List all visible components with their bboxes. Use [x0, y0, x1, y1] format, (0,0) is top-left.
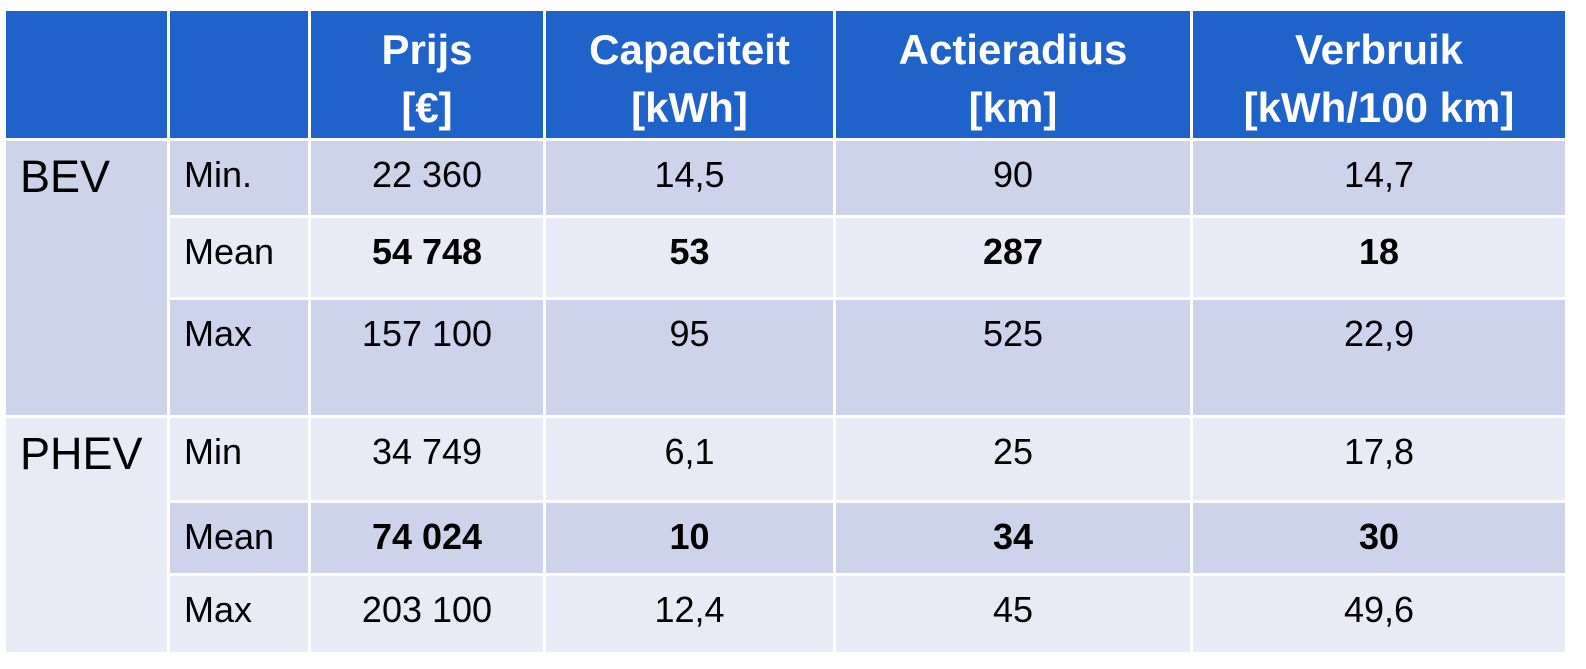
value-cell: 17,8	[1190, 415, 1568, 503]
value-cell: 30	[1190, 500, 1568, 576]
column-name: Verbruik	[1294, 26, 1464, 73]
row-label: Mean	[167, 215, 311, 300]
value-cell: 53	[543, 215, 836, 300]
column-unit: [km]	[968, 84, 1058, 131]
table-row: PHEV Min 34 749 6,1 25 17,8	[3, 415, 1568, 655]
value-cell: 14,7	[1190, 138, 1568, 218]
value-cell: 6,1	[543, 415, 836, 503]
value-cell: 49,6	[1190, 573, 1568, 655]
header-cell: Prijs [€]	[308, 8, 546, 141]
value-cell: 95	[543, 297, 836, 418]
column-name: Prijs	[381, 26, 473, 73]
header-cell: Verbruik [kWh/100 km]	[1190, 8, 1568, 141]
row-label: Min	[167, 415, 311, 503]
table-row: Mean 74 024 10 34 30	[5, 500, 1568, 576]
row-label: Mean	[167, 500, 311, 576]
value-cell: 18	[1190, 215, 1568, 300]
table-row: Max 203 100 12,4 45 49,6	[5, 573, 1568, 655]
value-cell: 525	[833, 297, 1193, 418]
value-cell: 22,9	[1190, 297, 1568, 418]
value-cell: 90	[833, 138, 1193, 218]
value-cell: 25	[833, 415, 1193, 503]
value-cell: 10	[543, 500, 836, 576]
row-label: Max	[167, 573, 311, 655]
group-label: BEV	[3, 138, 170, 418]
row-label: Max	[167, 297, 311, 418]
column-unit: [kWh]	[631, 84, 748, 131]
table-row: Max 157 100 95 525 22,9	[5, 297, 1568, 418]
value-cell: 203 100	[308, 573, 546, 655]
value-cell: 54 748	[308, 215, 546, 300]
column-name: Capaciteit	[589, 26, 790, 73]
table-row: BEV Min. 22 360 14,5 90 14,7	[3, 138, 1568, 418]
value-cell: 157 100	[308, 297, 546, 418]
column-unit: [€]	[401, 84, 453, 131]
row-label: Min.	[167, 138, 311, 218]
value-cell: 287	[833, 215, 1193, 300]
value-cell: 22 360	[308, 138, 546, 218]
header-empty-cell	[167, 8, 311, 141]
value-cell: 34 749	[308, 415, 546, 503]
group-label: PHEV	[3, 415, 170, 655]
header-row: Prijs [€] Capaciteit [kWh] Actieradius [km] Ve…	[3, 8, 1568, 141]
column-name: Actieradius	[898, 26, 1128, 73]
table-row: Mean 54 748 53 287 18	[5, 215, 1568, 300]
value-cell: 34	[833, 500, 1193, 576]
value-cell: 45	[833, 573, 1193, 655]
value-cell: 74 024	[308, 500, 546, 576]
data-table: Prijs [€] Capaciteit [kWh] Actieradius [km] Ve…	[3, 8, 1568, 655]
header-cell: Actieradius [km]	[833, 8, 1193, 141]
table-body: Prijs [€] Capaciteit [kWh] Actieradius [km] Ve…	[3, 8, 1568, 655]
value-cell: 14,5	[543, 138, 836, 218]
header-empty-cell	[3, 8, 170, 141]
column-unit: [kWh/100 km]	[1243, 84, 1515, 131]
header-cell: Capaciteit [kWh]	[543, 8, 836, 141]
value-cell: 12,4	[543, 573, 836, 655]
